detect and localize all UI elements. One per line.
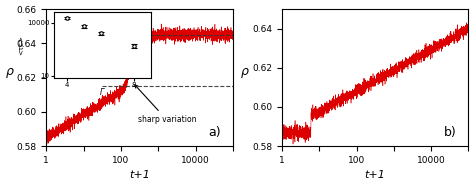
Text: sharp variation: sharp variation (135, 85, 196, 124)
X-axis label: t+1: t+1 (129, 170, 150, 180)
Y-axis label: ρ: ρ (241, 65, 249, 78)
Text: a): a) (209, 126, 221, 139)
X-axis label: t+1: t+1 (365, 170, 386, 180)
Y-axis label: ρ: ρ (6, 65, 13, 78)
Text: b): b) (444, 126, 457, 139)
